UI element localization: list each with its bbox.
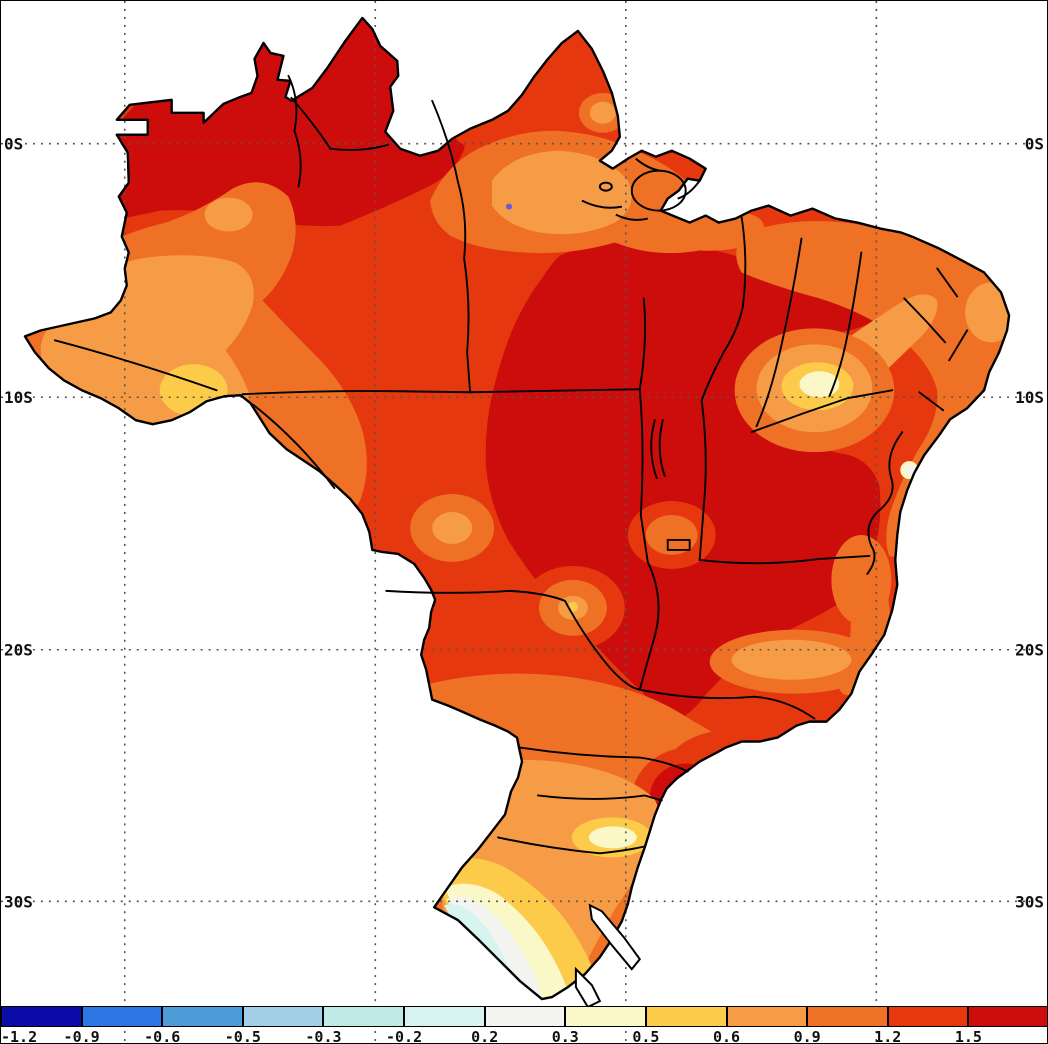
fill-sc-spot-core bbox=[588, 826, 637, 849]
border-pi-ce bbox=[828, 251, 863, 398]
colorbar-cell-2 bbox=[162, 1006, 243, 1027]
colorbar-label-12: 1.5 bbox=[954, 1028, 982, 1044]
border-ma-pi bbox=[755, 237, 803, 428]
colorbar-label-5: -0.2 bbox=[386, 1028, 423, 1044]
border-rn-pb bbox=[936, 267, 959, 298]
channel-1 bbox=[581, 199, 623, 209]
border-rr-am-west bbox=[287, 74, 302, 188]
border-mt-ms bbox=[385, 589, 566, 602]
lat-label-left-0s: 0S bbox=[4, 135, 23, 154]
border-ba-mg bbox=[698, 554, 871, 565]
lat-label-right-20s: 20S bbox=[1015, 641, 1044, 660]
colorbar-label-9: 0.6 bbox=[712, 1028, 741, 1044]
colorbar-cell-5 bbox=[404, 1006, 485, 1027]
lat-label-left-30s: 30S bbox=[4, 892, 33, 911]
lagoa-dos-patos bbox=[588, 903, 642, 971]
border-sc-rs bbox=[497, 836, 646, 855]
border-pb-pe bbox=[948, 329, 969, 362]
colorbar-cell-11 bbox=[887, 1006, 969, 1027]
islet bbox=[598, 181, 613, 192]
border-ms-sp bbox=[563, 599, 641, 691]
brazil-outline bbox=[23, 16, 1011, 1001]
border-ro-mt bbox=[251, 403, 336, 490]
lat-label-left-20s: 20S bbox=[4, 641, 33, 660]
fill-es-mg-light bbox=[731, 639, 852, 680]
lat-label-right-30s: 30S bbox=[1015, 892, 1044, 911]
fill-amapa-core bbox=[589, 101, 616, 124]
fill-nw-light-spot bbox=[204, 197, 253, 232]
lagoons bbox=[574, 903, 642, 1009]
channel-2 bbox=[615, 213, 649, 221]
fill-pr-coast-hot bbox=[649, 763, 722, 832]
amazon-mouth-detail bbox=[581, 157, 701, 221]
lat-label-left-10s: 10S bbox=[4, 388, 33, 407]
colorbar-label-11: 1.2 bbox=[874, 1028, 902, 1044]
colorbar-labels: -1.2 -0.9 -0.6 -0.5 -0.3 -0.2 0.2 0.3 0.5 0.6 0.9 1… bbox=[1, 1027, 1047, 1044]
colorbar-label-7: 0.3 bbox=[551, 1028, 579, 1044]
border-am-pa bbox=[431, 99, 472, 394]
fill-hot-north bbox=[95, 17, 466, 227]
border-ce-rn bbox=[903, 297, 947, 344]
colorbar-cell-7 bbox=[565, 1006, 646, 1027]
border-to-mt-go bbox=[638, 388, 649, 563]
border-to-ba bbox=[698, 399, 707, 561]
colorbar-cell-10 bbox=[807, 1006, 888, 1027]
state-borders bbox=[53, 74, 969, 855]
border-pa-to bbox=[638, 297, 647, 391]
colorbar-label-0: -1.2 bbox=[1, 1028, 38, 1044]
colorbar-cells bbox=[1, 1006, 1047, 1027]
border-pa-mt bbox=[469, 388, 641, 394]
colorbar-label-3: -0.5 bbox=[224, 1028, 261, 1044]
fill-mouth-light bbox=[492, 150, 632, 235]
fill-spot-c-core bbox=[645, 515, 698, 555]
colorbar-cell-0 bbox=[1, 1006, 82, 1027]
fill-spot-a-core bbox=[432, 512, 473, 544]
colorbar-cell-6 bbox=[484, 1006, 566, 1027]
colorbar-cell-9 bbox=[726, 1006, 808, 1027]
colorbar bbox=[1, 1006, 1047, 1027]
border-ac-am bbox=[53, 339, 218, 392]
border-al-se bbox=[918, 391, 945, 412]
colorbar-label-2: -0.6 bbox=[144, 1028, 181, 1044]
fill-purple-speck bbox=[506, 203, 513, 210]
lat-label-right-10s: 10S bbox=[1015, 388, 1044, 407]
border-sp-pr bbox=[519, 746, 689, 773]
border-pa-ma bbox=[700, 215, 747, 402]
colorbar-label-4: -0.3 bbox=[305, 1028, 342, 1044]
colorbar-label-6: 0.2 bbox=[471, 1028, 499, 1044]
border-df bbox=[666, 539, 691, 551]
border-rr-south bbox=[290, 96, 390, 151]
border-pr-sc bbox=[537, 794, 663, 802]
channel-3 bbox=[677, 180, 701, 200]
border-mg-sp bbox=[638, 688, 816, 720]
colorbar-cell-8 bbox=[645, 1006, 727, 1027]
lat-label-right-0s: 0S bbox=[1025, 135, 1044, 154]
fill-bahia-south-patch bbox=[831, 534, 892, 625]
colorbar-label-10: 0.9 bbox=[793, 1028, 821, 1044]
colorbar-cell-1 bbox=[81, 1006, 163, 1027]
channel-4 bbox=[635, 157, 660, 172]
colorbar-cell-4 bbox=[323, 1006, 405, 1027]
border-ba-coast bbox=[866, 431, 904, 575]
lagoa-mirim bbox=[574, 966, 602, 1009]
colorbar-cell-12 bbox=[968, 1006, 1047, 1027]
border-am-south bbox=[241, 390, 472, 396]
river-araguaia-1 bbox=[650, 419, 658, 480]
border-go-mg bbox=[638, 560, 660, 691]
border-pe-ba bbox=[750, 389, 894, 434]
fill-ba-spot-pale bbox=[799, 371, 840, 398]
colorbar-label-8: 0.5 bbox=[632, 1028, 660, 1044]
fill-coast-speck-core bbox=[904, 465, 915, 476]
river-araguaia-2 bbox=[658, 419, 666, 478]
lat-labels: 0S 10S 20S 30S 0S 10S 20S 30S bbox=[4, 135, 1044, 912]
colorbar-label-1: -0.9 bbox=[63, 1028, 100, 1044]
colorbar-cell-3 bbox=[242, 1006, 324, 1027]
